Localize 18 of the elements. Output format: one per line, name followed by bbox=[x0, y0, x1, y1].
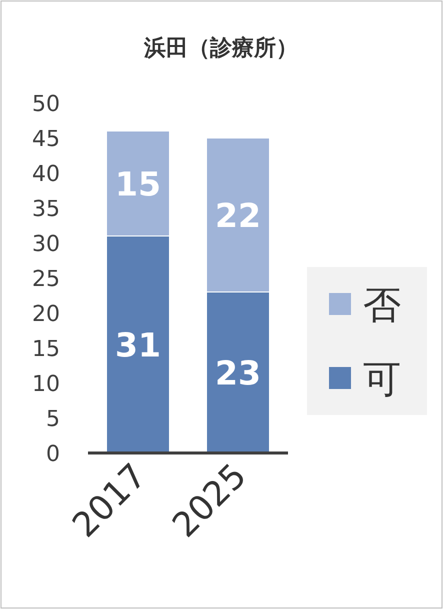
y-tick-label: 0 bbox=[46, 442, 60, 467]
y-tick-label: 5 bbox=[46, 407, 60, 432]
data-label: 23 bbox=[215, 354, 261, 392]
y-tick-label: 20 bbox=[32, 302, 60, 327]
data-label: 15 bbox=[115, 164, 161, 204]
y-tick-label: 50 bbox=[32, 92, 60, 117]
data-label: 31 bbox=[115, 326, 161, 364]
y-tick-label: 25 bbox=[32, 267, 60, 292]
y-tick-label: 10 bbox=[32, 372, 60, 397]
y-tick-label: 35 bbox=[32, 197, 60, 222]
legend-label: 否 bbox=[363, 283, 401, 327]
y-tick-label: 40 bbox=[32, 162, 60, 187]
chart-title: 浜田（診療所） bbox=[143, 35, 298, 61]
y-tick-label: 45 bbox=[32, 127, 60, 152]
y-tick-label: 15 bbox=[32, 337, 60, 362]
data-label: 22 bbox=[215, 196, 261, 235]
legend-label: 可 bbox=[363, 357, 401, 401]
y-tick-label: 30 bbox=[32, 232, 60, 257]
